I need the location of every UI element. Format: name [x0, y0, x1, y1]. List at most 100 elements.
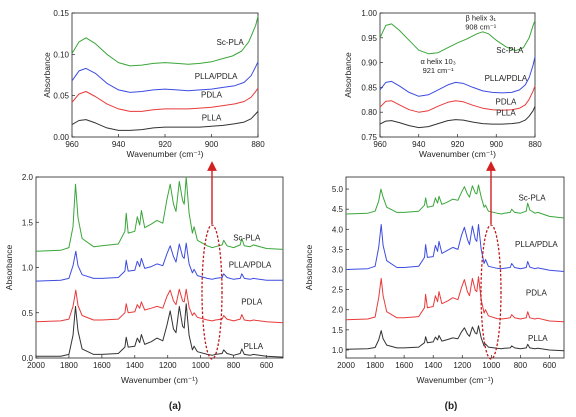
series-line-pdla [35, 288, 284, 324]
y-tick-label: 0.00 [53, 133, 69, 142]
x-tick-label: 880 [528, 140, 542, 149]
y-tick-label: 4.0 [332, 225, 344, 234]
y-tick-label: 1.5 [332, 326, 344, 335]
series-label: PLLA/PDLA [515, 240, 558, 249]
series-label: PLLA [202, 113, 222, 122]
x-tick-label: 960 [65, 140, 79, 149]
x-tick-label: 1800 [60, 361, 78, 370]
series-label: PLLA [528, 334, 548, 343]
x-tick-label: 800 [514, 361, 528, 370]
x-tick-label: 600 [260, 361, 274, 370]
series-label: PDLA [201, 90, 223, 99]
series-line-pdla [71, 87, 259, 112]
highlight-ellipse-a [201, 224, 223, 360]
series-line-sc-pla [35, 176, 284, 252]
x-axis-label: Wavenumber (cm⁻¹) [127, 149, 204, 159]
y-tick-label: 1.0 [332, 346, 344, 355]
series-label: PDLA [241, 298, 263, 307]
plot-frame [345, 176, 565, 359]
series-line-plla-pdla [345, 224, 565, 272]
series-line-plla-pdla [71, 61, 259, 93]
y-tick-label: 5.0 [332, 185, 344, 194]
series-label: PDLA [526, 289, 548, 298]
x-tick-label: 920 [158, 140, 172, 149]
series-line-pdla [345, 276, 565, 323]
series-line-pdla [379, 85, 536, 113]
x-tick-label: 1200 [159, 361, 177, 370]
x-tick-label: 800 [227, 361, 241, 370]
series-line-sc-pla [379, 20, 536, 55]
x-tick-label: 900 [205, 140, 219, 149]
series-label: PLLA/PDLA [229, 261, 272, 270]
series-label: PLLA [244, 342, 264, 351]
y-tick-label: 0.10 [53, 50, 69, 59]
y-axis-label: Absorbance [4, 245, 14, 291]
y-tick-label: 0.90 [361, 59, 377, 68]
chart-b_inset: 960 940 920 900 880 0.75 0.80 0.85 0.90 0.95 1.00 W… [343, 9, 542, 159]
series-line-plla-pdla [379, 56, 536, 97]
y-tick-label: 2.0 [22, 173, 34, 182]
y-tick-label: 0.80 [361, 108, 377, 117]
x-axis-label: Wavenumber (cm⁻¹) [419, 149, 496, 159]
y-tick-label: 1.5 [22, 218, 34, 227]
series-label: PLLA [496, 109, 516, 118]
series-label: Sc-PLA [518, 193, 546, 202]
x-tick-label: 1200 [453, 361, 471, 370]
x-tick-label: 1600 [395, 361, 413, 370]
x-tick-label: 940 [412, 140, 426, 149]
x-tick-label: 2000 [337, 361, 355, 370]
series-line-sc-pla [345, 184, 565, 219]
x-tick-label: 1000 [482, 361, 500, 370]
y-tick-label: 3.5 [332, 245, 344, 254]
x-axis-label: Wavenumber (cm⁻¹) [417, 375, 494, 385]
y-tick-label: 1.0 [22, 264, 34, 273]
annotation-text: β helix 3₁ 908 cm⁻¹ [465, 13, 497, 31]
y-tick-label: 2.0 [332, 306, 344, 315]
highlight-ellipse-b [480, 224, 502, 360]
y-tick-label: 1.00 [361, 9, 377, 18]
y-tick-label: 3.0 [332, 266, 344, 275]
series-line-plla-pdla [35, 242, 283, 282]
series-label: Sc-PLA [233, 233, 261, 242]
y-tick-label: 2.5 [332, 286, 344, 295]
x-tick-label: 1000 [192, 361, 210, 370]
y-tick-label: 0.95 [361, 34, 377, 43]
series-line-plla [36, 303, 284, 358]
x-tick-label: 1800 [366, 361, 384, 370]
panel-label-a: (a) [169, 401, 181, 412]
annotation-text: α helix 10₃ 921 cm⁻¹ [420, 57, 455, 75]
series-label: PLLA/PDLA [485, 74, 528, 83]
y-tick-label: 0.85 [361, 83, 377, 92]
x-tick-label: 940 [112, 140, 126, 149]
y-tick-label: 0.75 [361, 133, 377, 142]
series-line-plla [345, 325, 565, 352]
series-line-plla [71, 111, 259, 131]
series-label: Sc-PLA [217, 38, 245, 47]
chart-a_main: 2000 1800 1600 1400 1200 1000 800 600 0.0 0.5 1.0 1… [4, 173, 284, 385]
series-line-sc-pla [71, 16, 259, 67]
chart-a_inset: 960 940 920 900 880 0.00 0.05 0.10 0.15 Wavenumbe… [42, 9, 265, 159]
y-axis-label: Absorbance [343, 52, 353, 98]
x-tick-label: 1400 [126, 361, 144, 370]
x-tick-label: 960 [373, 140, 387, 149]
y-axis-label: Absorbance [42, 52, 52, 98]
y-tick-label: 0.0 [22, 354, 34, 363]
y-tick-label: 0.5 [22, 309, 34, 318]
x-axis-label: Wavenumber (cm⁻¹) [121, 375, 198, 385]
series-label: PDLA [495, 97, 517, 106]
y-tick-label: 0.15 [53, 9, 69, 18]
x-tick-label: 1600 [93, 361, 111, 370]
x-tick-label: 900 [490, 140, 504, 149]
x-tick-label: 920 [451, 140, 465, 149]
x-tick-label: 880 [251, 140, 265, 149]
x-tick-label: 2000 [27, 361, 45, 370]
y-tick-label: 0.05 [53, 92, 69, 101]
series-label: Sc-PLA [496, 46, 524, 55]
x-tick-label: 600 [543, 361, 557, 370]
chart-b_main: 2000 1800 1600 1400 1200 1000 800 600 1.0 1.5 2.0 2… [304, 176, 565, 385]
panel-label-b: (b) [445, 401, 458, 412]
y-axis-label: Absorbance [304, 245, 314, 291]
x-tick-label: 1400 [424, 361, 442, 370]
series-line-plla [379, 106, 536, 129]
